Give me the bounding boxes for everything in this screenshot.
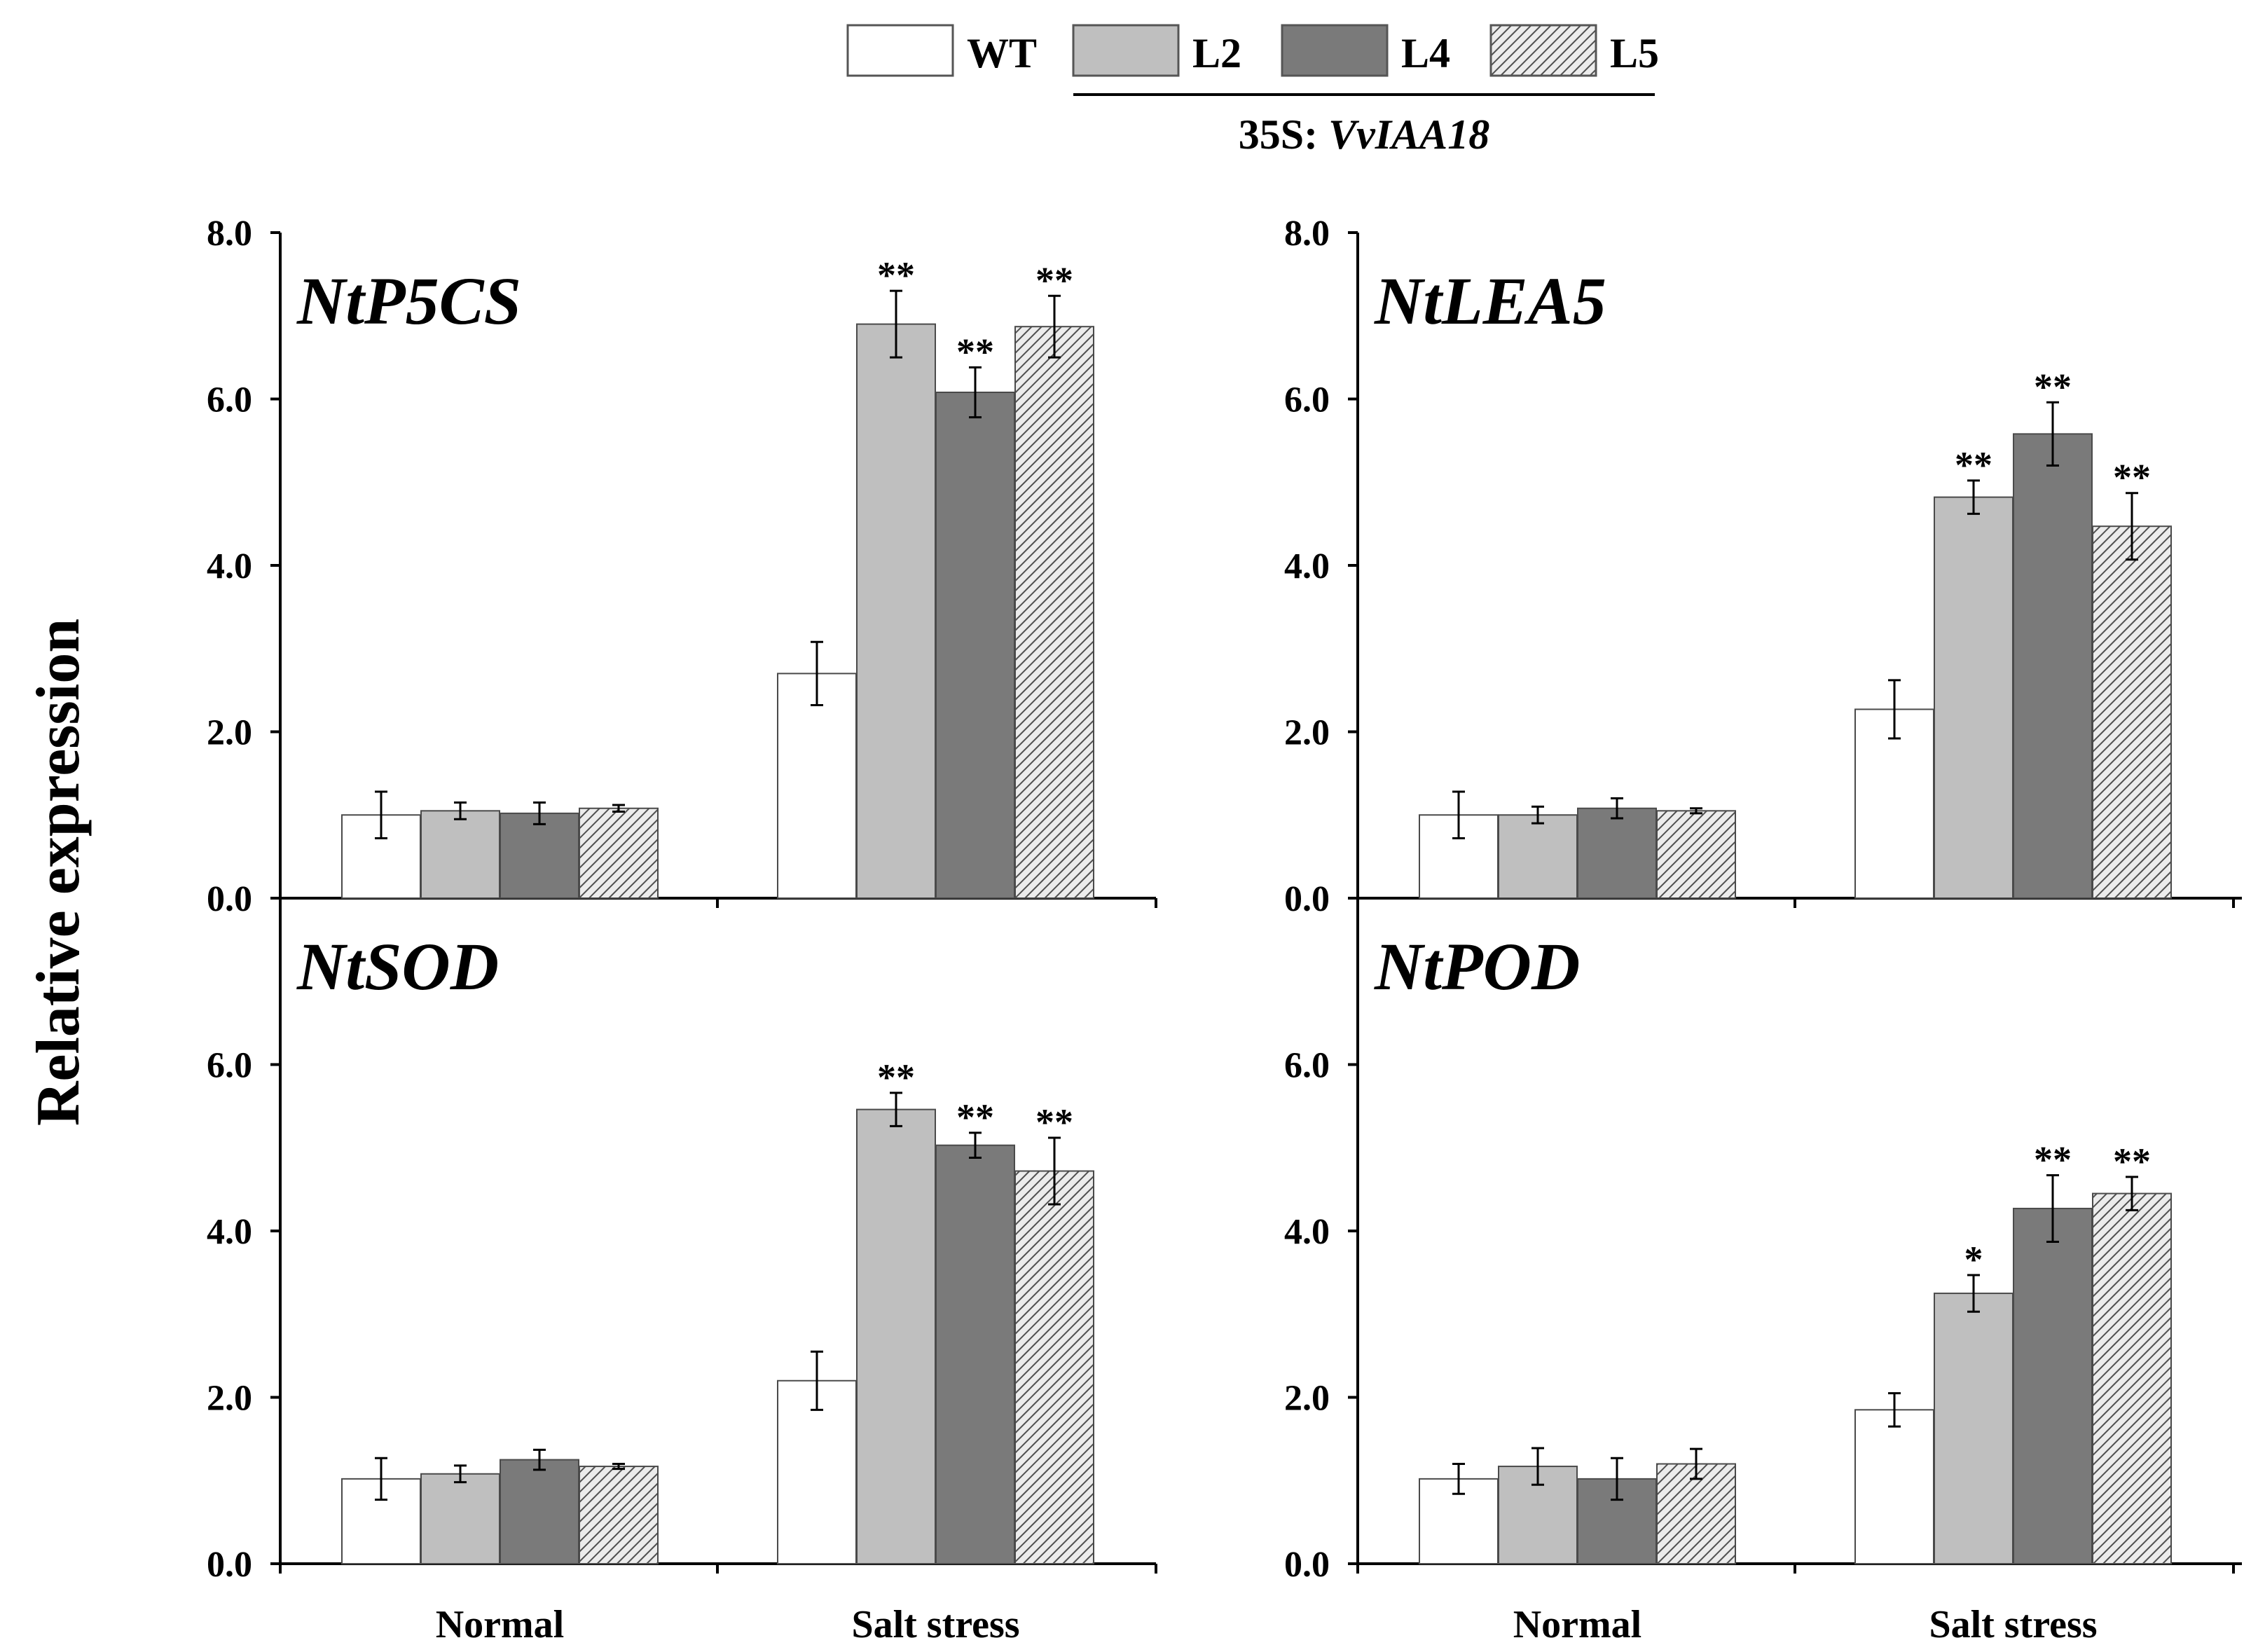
legend-group-label: 35S: VvIAA18 bbox=[1239, 111, 1489, 158]
bar-wt bbox=[777, 673, 857, 899]
legend-label-l4: L4 bbox=[1401, 30, 1450, 76]
legend-label-l5: L5 bbox=[1610, 30, 1659, 76]
panel-title: NtP5CS bbox=[296, 263, 521, 338]
bar-wt bbox=[777, 1379, 857, 1564]
legend-swatch-l5 bbox=[1489, 24, 1597, 77]
panel-ntsod: 0.0 2.0 4.0 6.0 NtSOD Normal ** ** ** Salt stress bbox=[207, 898, 1157, 1646]
significance-label: ** bbox=[2113, 457, 2151, 499]
panel-ntp5cs: 0.0 2.0 4.0 6.0 8.0 NtP5CS ** ** ** bbox=[207, 214, 1157, 919]
bar-l5 bbox=[579, 807, 659, 899]
bar-l2 bbox=[1498, 814, 1578, 899]
category-label: Normal bbox=[1513, 1603, 1642, 1646]
bar-l2 bbox=[1934, 496, 2013, 899]
y-axis-title: Relative expression bbox=[25, 619, 92, 1126]
bar-l4 bbox=[2013, 1207, 2093, 1564]
bar-l4 bbox=[2013, 433, 2093, 899]
significance-label: ** bbox=[956, 1096, 994, 1138]
bar-l5 bbox=[2092, 1192, 2172, 1564]
panel-title: NtLEA5 bbox=[1374, 263, 1606, 338]
bar-l5 bbox=[1014, 326, 1094, 899]
bar-l4 bbox=[500, 1459, 579, 1564]
significance-label: ** bbox=[2034, 1138, 2072, 1181]
y-tick-label: 0.0 bbox=[207, 1545, 252, 1585]
category-label: Salt stress bbox=[851, 1603, 1019, 1646]
panel-title: NtSOD bbox=[296, 929, 499, 1004]
panel-ntlea5: 0.0 2.0 4.0 6.0 8.0 NtLEA5 ** ** ** bbox=[1284, 214, 2242, 919]
y-tick-label: 6.0 bbox=[207, 380, 252, 420]
bar-l4 bbox=[935, 1144, 1015, 1564]
bar-l2 bbox=[856, 323, 936, 899]
bar-l2 bbox=[856, 1108, 936, 1564]
significance-label: ** bbox=[1035, 1101, 1073, 1143]
legend-group-gene: VvIAA18 bbox=[1328, 111, 1489, 158]
y-tick-label: 4.0 bbox=[1284, 546, 1330, 586]
significance-label: ** bbox=[1035, 259, 1073, 301]
legend-swatch-wt bbox=[846, 24, 954, 77]
bar-wt bbox=[1854, 708, 1934, 899]
significance-label: * bbox=[1964, 1239, 1983, 1281]
significance-label: ** bbox=[956, 331, 994, 373]
category-label: Normal bbox=[436, 1603, 565, 1646]
bar-l2 bbox=[420, 1473, 500, 1564]
y-tick-label: 4.0 bbox=[207, 1212, 252, 1252]
y-tick-label: 2.0 bbox=[207, 713, 252, 753]
y-tick-label: 2.0 bbox=[1284, 1379, 1330, 1419]
y-tick-label: 0.0 bbox=[207, 879, 252, 919]
y-tick-label: 2.0 bbox=[1284, 713, 1330, 753]
legend-label-wt: WT bbox=[967, 30, 1037, 76]
legend-swatch-l2 bbox=[1072, 24, 1180, 77]
legend-label-l2: L2 bbox=[1192, 30, 1241, 76]
bar-l2 bbox=[1934, 1293, 2013, 1564]
bar-l4 bbox=[500, 812, 579, 899]
y-tick-label: 2.0 bbox=[207, 1379, 252, 1419]
significance-label: ** bbox=[877, 1056, 915, 1099]
significance-label: ** bbox=[2113, 1141, 2151, 1183]
y-tick-label: 6.0 bbox=[1284, 1046, 1330, 1086]
y-tick-label: 0.0 bbox=[1284, 879, 1330, 919]
bar-wt bbox=[1854, 1409, 1934, 1564]
y-tick-label: 6.0 bbox=[1284, 380, 1330, 420]
legend: WT L2 L4 L5 35S: VvIAA18 bbox=[846, 24, 1659, 158]
bar-l4 bbox=[935, 392, 1015, 899]
y-tick-label: 4.0 bbox=[207, 546, 252, 586]
bar-l4 bbox=[1577, 807, 1657, 899]
y-tick-label: 6.0 bbox=[207, 1046, 252, 1086]
y-tick-label: 0.0 bbox=[1284, 1545, 1330, 1585]
bar-l2 bbox=[420, 810, 500, 899]
category-label: Salt stress bbox=[1929, 1603, 2097, 1646]
legend-swatch-l4 bbox=[1281, 24, 1389, 77]
y-tick-label: 4.0 bbox=[1284, 1212, 1330, 1252]
y-tick-label: 8.0 bbox=[1284, 214, 1330, 254]
legend-group-prefix: 35S: bbox=[1239, 111, 1328, 158]
significance-label: ** bbox=[2034, 366, 2072, 408]
significance-label: ** bbox=[1955, 444, 1992, 486]
bar-l5 bbox=[579, 1466, 659, 1564]
significance-label: ** bbox=[877, 254, 915, 296]
y-tick-label: 8.0 bbox=[207, 214, 252, 254]
bar-l5 bbox=[1656, 810, 1736, 899]
bar-l5 bbox=[1014, 1170, 1094, 1564]
panel-title: NtPOD bbox=[1374, 929, 1580, 1004]
bar-l5 bbox=[2092, 525, 2172, 899]
